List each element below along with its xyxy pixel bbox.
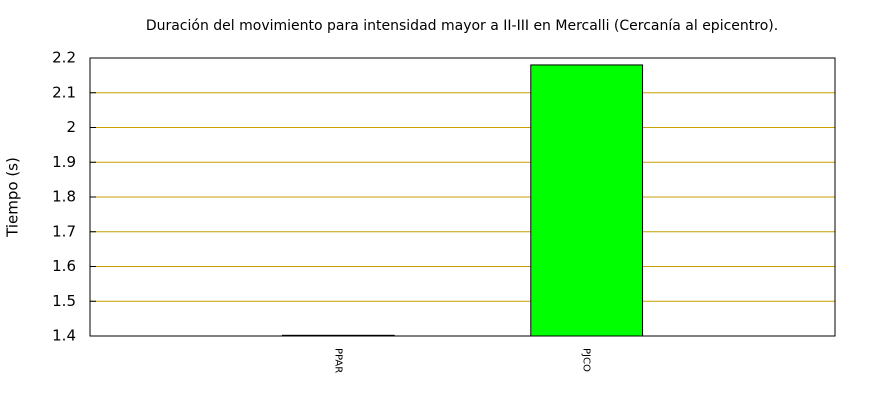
y-axis-label: Tiempo (s) (4, 157, 22, 238)
y-tick-label: 2.2 (52, 49, 76, 67)
plot-frame (89, 57, 836, 337)
y-tick-label: 1.4 (52, 327, 76, 345)
bar (281, 334, 395, 337)
x-tick-label: PPAR (332, 348, 343, 373)
y-tick-label: 1.5 (52, 292, 76, 310)
y-tick-label: 1.8 (52, 188, 76, 206)
y-tick-label: 2 (66, 118, 76, 136)
y-tick-label: 2.1 (52, 83, 76, 101)
x-tick-label: PJCO (581, 348, 592, 372)
y-tick-label: 1.7 (52, 222, 76, 240)
y-tick-label: 1.6 (52, 257, 76, 275)
chart-title: Duración del movimiento para intensidad … (146, 18, 778, 34)
bar (530, 64, 644, 337)
y-tick-label: 1.9 (52, 153, 76, 171)
